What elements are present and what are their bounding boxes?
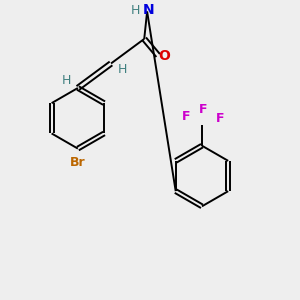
Text: O: O	[159, 49, 170, 62]
Text: H: H	[130, 4, 140, 16]
Text: Br: Br	[70, 156, 86, 169]
Text: H: H	[117, 63, 127, 76]
Text: H: H	[62, 74, 72, 87]
Text: N: N	[143, 3, 154, 17]
Text: F: F	[216, 112, 224, 125]
Text: F: F	[199, 103, 208, 116]
Text: F: F	[182, 110, 190, 123]
